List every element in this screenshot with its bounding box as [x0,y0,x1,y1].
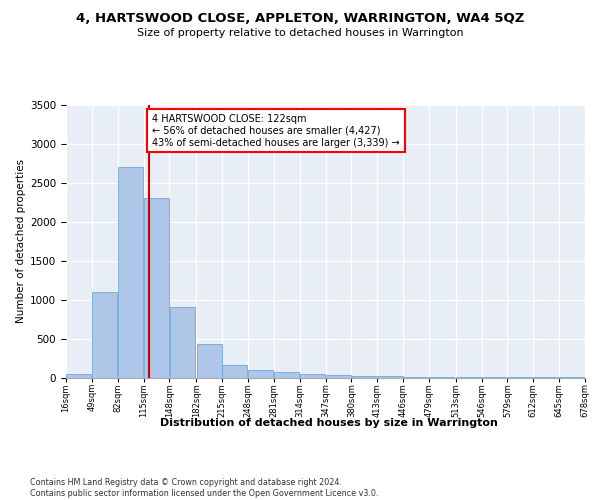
Bar [118,168,143,378]
Bar [223,365,247,378]
Y-axis label: Number of detached properties: Number of detached properties [16,159,26,324]
Bar [197,344,221,378]
Bar [274,372,299,378]
Text: Contains HM Land Registry data © Crown copyright and database right 2024.
Contai: Contains HM Land Registry data © Crown c… [30,478,379,498]
Bar [326,375,351,378]
Bar [170,308,195,378]
Bar [67,374,91,378]
Text: Distribution of detached houses by size in Warrington: Distribution of detached houses by size … [160,418,498,428]
Bar [352,376,377,378]
Bar [248,370,274,378]
Text: Size of property relative to detached houses in Warrington: Size of property relative to detached ho… [137,28,463,38]
Bar [377,376,403,378]
Text: 4, HARTSWOOD CLOSE, APPLETON, WARRINGTON, WA4 5QZ: 4, HARTSWOOD CLOSE, APPLETON, WARRINGTON… [76,12,524,26]
Bar [92,292,118,378]
Bar [144,198,169,378]
Text: 4 HARTSWOOD CLOSE: 122sqm
← 56% of detached houses are smaller (4,427)
43% of se: 4 HARTSWOOD CLOSE: 122sqm ← 56% of detac… [152,114,400,148]
Bar [300,374,325,378]
Bar [404,376,428,378]
